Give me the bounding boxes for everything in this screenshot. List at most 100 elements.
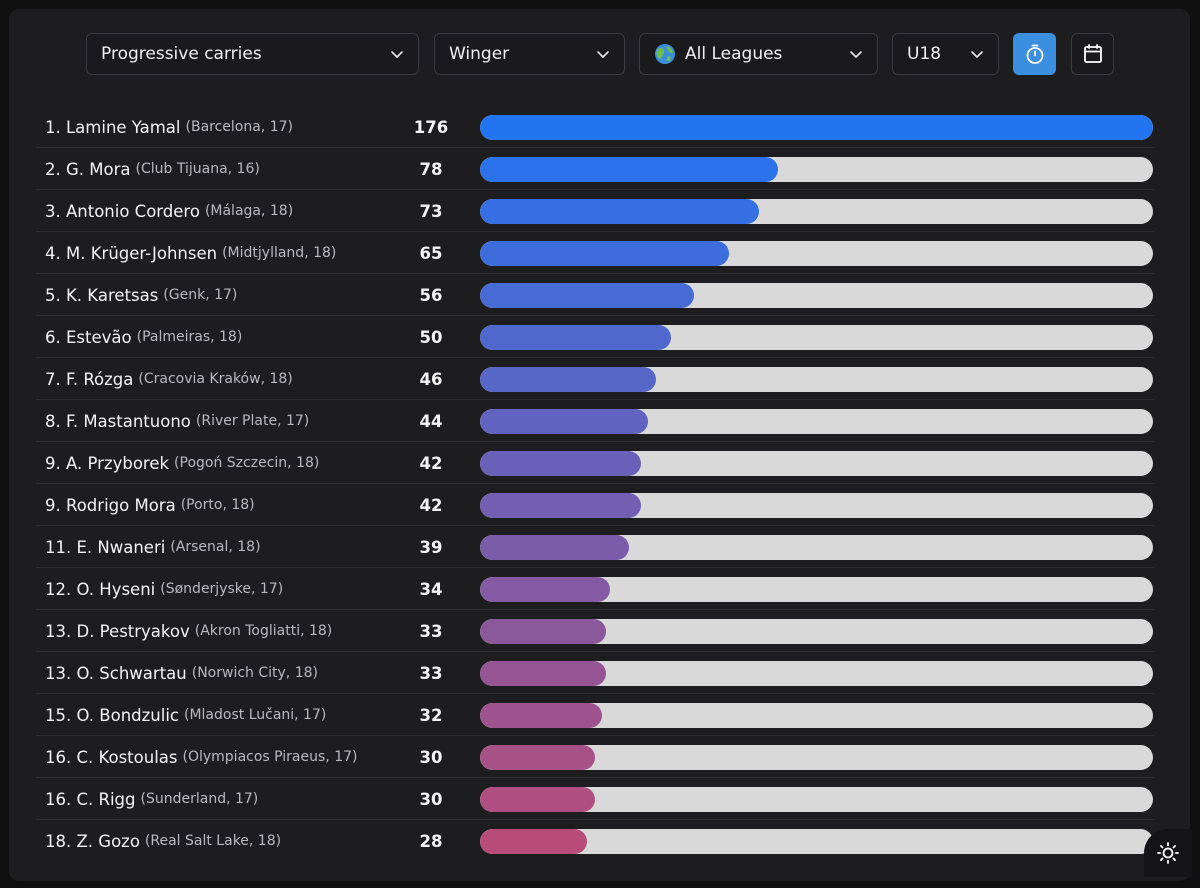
bar-track [480, 115, 1153, 140]
player-label: 9. Rodrigo Mora [45, 495, 176, 515]
player-name[interactable]: 11. E. Nwaneri (Arsenal, 18) [45, 526, 261, 568]
metric-dropdown[interactable]: Progressive carries [86, 33, 419, 75]
bar-track [480, 829, 1153, 854]
player-name[interactable]: 18. Z. Gozo (Real Salt Lake, 18) [45, 820, 281, 862]
player-name[interactable]: 12. O. Hyseni (Sønderjyske, 17) [45, 568, 283, 610]
player-label: 7. F. Rózga [45, 369, 134, 389]
value-label: 32 [419, 705, 443, 725]
player-name[interactable]: 6. Estevão (Palmeiras, 18) [45, 316, 242, 358]
value-label: 33 [419, 621, 443, 641]
value-label: 176 [413, 117, 449, 137]
player-label: 16. C. Kostoulas [45, 747, 178, 767]
player-label: 8. F. Mastantuono [45, 411, 191, 431]
player-club-age: (Mladost Lučani, 17) [184, 707, 327, 723]
player-name[interactable]: 3. Antonio Cordero (Málaga, 18) [45, 190, 293, 232]
player-name[interactable]: 7. F. Rózga (Cracovia Kraków, 18) [45, 358, 293, 400]
bar [480, 157, 779, 182]
player-name[interactable]: 5. K. Karetsas (Genk, 17) [45, 274, 237, 316]
value-label: 34 [419, 579, 443, 599]
age-dropdown[interactable]: U18 [892, 33, 999, 75]
ranking-list: 1. Lamine Yamal (Barcelona, 17) 176 2. G. M… [36, 106, 1154, 862]
table-row: 7. F. Rózga (Cracovia Kraków, 18) 46 [36, 358, 1154, 400]
bar [480, 535, 630, 560]
player-club-age: (Akron Togliatti, 18) [194, 623, 333, 639]
player-name[interactable]: 16. C. Rigg (Sunderland, 17) [45, 778, 258, 820]
player-name[interactable]: 13. D. Pestryakov (Akron Togliatti, 18) [45, 610, 332, 652]
chevron-down-icon [391, 51, 403, 58]
player-label: 9. A. Przyborek [45, 453, 170, 473]
value-label: 30 [419, 747, 443, 767]
player-club-age: (Porto, 18) [180, 497, 255, 513]
player-label: 4. M. Krüger-Johnsen [45, 243, 218, 263]
bar-track [480, 367, 1153, 392]
bar-track [480, 157, 1153, 182]
value-label: 78 [419, 159, 443, 179]
player-club-age: (Real Salt Lake, 18) [144, 833, 282, 849]
theme-toggle-button[interactable] [1144, 829, 1192, 877]
player-name[interactable]: 4. M. Krüger-Johnsen (Midtjylland, 18) [45, 232, 336, 274]
bar [480, 199, 760, 224]
chevron-down-icon [850, 51, 862, 58]
player-name[interactable]: 1. Lamine Yamal (Barcelona, 17) [45, 106, 293, 148]
bar [480, 661, 607, 686]
player-club-age: (Midtjylland, 18) [222, 245, 337, 261]
value-label: 56 [419, 285, 443, 305]
table-row: 13. O. Schwartau (Norwich City, 18) 33 [36, 652, 1154, 694]
player-club-age: (Olympiacos Piraeus, 17) [182, 749, 358, 765]
calendar-icon [1083, 44, 1102, 63]
player-name[interactable]: 15. O. Bondzulic (Mladost Lučani, 17) [45, 694, 326, 736]
value-label: 42 [419, 453, 443, 473]
value-label: 44 [419, 411, 443, 431]
player-name[interactable]: 9. A. Przyborek (Pogoń Szczecin, 18) [45, 442, 319, 484]
table-row: 15. O. Bondzulic (Mladost Lučani, 17) 32 [36, 694, 1154, 736]
player-club-age: (Palmeiras, 18) [136, 329, 243, 345]
player-club-age: (Arsenal, 18) [170, 539, 261, 555]
bar-track [480, 493, 1153, 518]
bar [480, 283, 695, 308]
player-name[interactable]: 2. G. Mora (Club Tijuana, 16) [45, 148, 260, 190]
player-club-age: (Barcelona, 17) [185, 119, 294, 135]
table-row: 2. G. Mora (Club Tijuana, 16) 78 [36, 148, 1154, 190]
bar-track [480, 199, 1153, 224]
bar [480, 409, 649, 434]
bar-track [480, 535, 1153, 560]
table-row: 1. Lamine Yamal (Barcelona, 17) 176 [36, 106, 1154, 148]
table-row: 11. E. Nwaneri (Arsenal, 18) 39 [36, 526, 1154, 568]
bar [480, 577, 610, 602]
player-label: 2. G. Mora [45, 159, 131, 179]
player-club-age: (Sunderland, 17) [140, 791, 259, 807]
chevron-down-icon [971, 51, 983, 58]
player-label: 13. O. Schwartau [45, 663, 187, 683]
value-label: 65 [419, 243, 443, 263]
bar-track [480, 241, 1153, 266]
player-name[interactable]: 9. Rodrigo Mora (Porto, 18) [45, 484, 255, 526]
bar-track [480, 577, 1153, 602]
player-name[interactable]: 16. C. Kostoulas (Olympiacos Piraeus, 17) [45, 736, 357, 778]
sun-icon [1157, 842, 1179, 864]
table-row: 16. C. Rigg (Sunderland, 17) 30 [36, 778, 1154, 820]
bar [480, 787, 595, 812]
table-row: 12. O. Hyseni (Sønderjyske, 17) 34 [36, 568, 1154, 610]
bar [480, 493, 641, 518]
player-club-age: (Málaga, 18) [204, 203, 294, 219]
position-dropdown[interactable]: Winger [434, 33, 625, 75]
bar [480, 829, 588, 854]
league-dropdown[interactable]: All Leagues [639, 33, 878, 75]
table-row: 5. K. Karetsas (Genk, 17) 56 [36, 274, 1154, 316]
per-90-toggle-button[interactable] [1013, 33, 1056, 75]
bar [480, 703, 603, 728]
player-name[interactable]: 13. O. Schwartau (Norwich City, 18) [45, 652, 318, 694]
player-label: 13. D. Pestryakov [45, 621, 190, 641]
table-row: 16. C. Kostoulas (Olympiacos Piraeus, 17)… [36, 736, 1154, 778]
player-club-age: (Norwich City, 18) [191, 665, 318, 681]
value-label: 33 [419, 663, 443, 683]
player-label: 11. E. Nwaneri [45, 537, 166, 557]
bar [480, 367, 656, 392]
bar-track [480, 787, 1153, 812]
player-name[interactable]: 8. F. Mastantuono (River Plate, 17) [45, 400, 309, 442]
season-calendar-button[interactable] [1071, 33, 1114, 75]
value-label: 30 [419, 789, 443, 809]
bar-track [480, 619, 1153, 644]
bar [480, 325, 672, 350]
table-row: 18. Z. Gozo (Real Salt Lake, 18) 28 [36, 820, 1154, 862]
